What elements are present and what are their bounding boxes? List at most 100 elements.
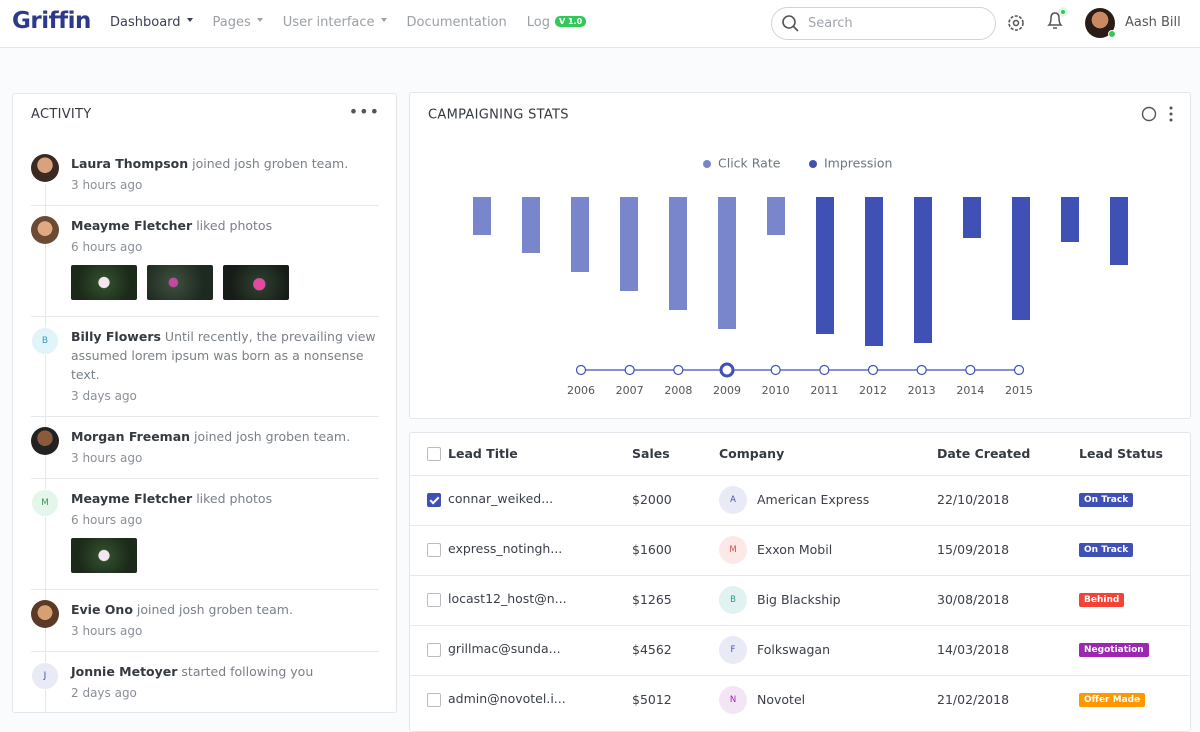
legend-label: Impression [824, 156, 892, 171]
time: 3 days ago [71, 389, 137, 403]
menu-label[interactable]: User interface [283, 15, 387, 30]
more-button[interactable] [1169, 106, 1173, 122]
photo[interactable] [223, 265, 289, 300]
action: liked photos [196, 218, 273, 233]
search-placeholder: Search [808, 16, 853, 31]
timeline-point[interactable] [1013, 364, 1025, 376]
activity-item: J Jonnie Metoyer started following you 2 d… [31, 652, 379, 712]
logo[interactable]: Griffin [12, 8, 91, 34]
menu-label[interactable]: Log [526, 15, 550, 30]
refresh-button[interactable] [1141, 106, 1157, 122]
action: liked photos [196, 491, 273, 506]
timeline-point[interactable] [770, 364, 781, 376]
name[interactable]: Evie Ono [71, 602, 133, 617]
activity-list: Laura Thompson joined josh groben team. 3… [31, 144, 379, 712]
lead-title[interactable]: locast12_host@n... [448, 591, 567, 606]
notification-icon[interactable] [1043, 7, 1069, 33]
timeline-label: 2013 [908, 384, 936, 397]
bar [963, 197, 981, 238]
online-dot [1108, 30, 1116, 38]
lead-title[interactable]: admin@novotel.i... [448, 691, 566, 706]
bar [718, 197, 736, 329]
time: 6 hours ago [71, 240, 143, 254]
status-badge: Negotiation [1079, 643, 1149, 657]
action: joined josh groben team. [192, 156, 349, 171]
avatar [31, 600, 59, 628]
menu-item[interactable]: Dashboard [110, 15, 193, 30]
time: 2 days ago [71, 686, 137, 700]
row-checkbox[interactable] [427, 693, 441, 707]
bar [571, 197, 589, 272]
timeline-point[interactable] [624, 364, 635, 376]
sales: $2000 [632, 492, 672, 507]
bar [816, 197, 834, 334]
name[interactable]: Billy Flowers [71, 329, 161, 344]
table-row: express_notingh... $1600 M Exxon Mobil 15/09… [410, 525, 1190, 575]
sales: $4562 [632, 642, 672, 657]
name[interactable]: Morgan Freeman [71, 429, 191, 444]
name[interactable]: Meayme Fletcher [71, 218, 193, 233]
activity-item: Morgan Freeman joined josh groben team. 3… [31, 417, 379, 479]
date-created: 22/10/2018 [937, 492, 1010, 507]
legend-label: Click Rate [718, 156, 781, 171]
status-badge: On Track [1079, 543, 1134, 557]
date-created: 15/09/2018 [937, 542, 1010, 557]
table-row: connar_weiked... $2000 A American Express 22… [410, 475, 1190, 525]
search-box[interactable]: Search [771, 7, 996, 40]
timeline-point[interactable] [965, 364, 976, 376]
lead-title[interactable]: connar_weiked... [448, 491, 554, 506]
photo[interactable] [71, 265, 137, 300]
chart: CAMPAIGNING STATS Click Rate Impression 20… [428, 106, 1173, 397]
activity-item: M Meayme Fletcher liked photos 6 hours ago [31, 479, 379, 590]
column-header[interactable]: Sales [632, 446, 670, 461]
settings-icon[interactable] [1005, 12, 1027, 34]
name[interactable]: Laura Thompson [71, 156, 189, 171]
activity-item: B Billy Flowers Until recently, the preva… [31, 317, 379, 417]
column-header[interactable]: Lead Status [1079, 446, 1163, 461]
timeline-label: 2011 [810, 384, 838, 397]
timeline-point[interactable] [575, 364, 587, 376]
menu-label[interactable]: Documentation [406, 15, 507, 30]
menu-item[interactable]: Documentation [407, 15, 507, 30]
company-avatar: F [719, 636, 747, 664]
sales: $1600 [632, 542, 672, 557]
lead-title[interactable]: express_notingh... [448, 541, 563, 556]
lead-title[interactable]: grillmac@sunda... [448, 641, 561, 656]
status-badge: On Track [1079, 493, 1134, 507]
panel-title: ACTIVITY [31, 107, 92, 122]
row-checkbox[interactable] [427, 593, 441, 607]
menu-item[interactable]: Log V 1.0 [526, 15, 587, 30]
avatar [31, 427, 59, 455]
menu-item[interactable]: Pages [213, 15, 263, 30]
menu-label[interactable]: Dashboard [110, 15, 193, 30]
timeline-point[interactable] [916, 364, 927, 376]
avatar: M [31, 489, 59, 517]
date-created: 14/03/2018 [937, 642, 1010, 657]
more-button[interactable]: ••• [348, 102, 380, 121]
row-checkbox[interactable] [427, 543, 441, 557]
photo[interactable] [71, 538, 137, 573]
column-header[interactable]: Lead Title [448, 446, 518, 461]
row-checkbox[interactable] [427, 493, 441, 507]
action: Until recently, the prevailing view assu… [71, 329, 376, 382]
menu-item[interactable]: User interface [283, 15, 387, 30]
sales: $1265 [632, 592, 672, 607]
bar [669, 197, 687, 310]
user-name[interactable]: Aash Bill [1125, 15, 1181, 30]
timeline-point[interactable] [867, 364, 879, 376]
row-checkbox[interactable] [427, 643, 441, 657]
timeline-point[interactable] [719, 362, 735, 378]
timeline-label: 2012 [859, 384, 887, 397]
column-header[interactable]: Date Created [937, 446, 1031, 461]
name[interactable]: Meayme Fletcher [71, 491, 193, 506]
select-all-checkbox[interactable] [427, 447, 441, 461]
bar [1012, 197, 1030, 320]
name[interactable]: Jonnie Metoyer [71, 664, 178, 679]
timeline-point[interactable] [673, 364, 684, 376]
menu: Dashboard Pages User interface Documentatio… [110, 15, 587, 30]
photo[interactable] [147, 265, 213, 300]
column-header[interactable]: Company [719, 446, 785, 461]
timeline-point[interactable] [819, 364, 830, 376]
menu-label[interactable]: Pages [213, 15, 263, 30]
company: Big Blackship [757, 592, 841, 607]
